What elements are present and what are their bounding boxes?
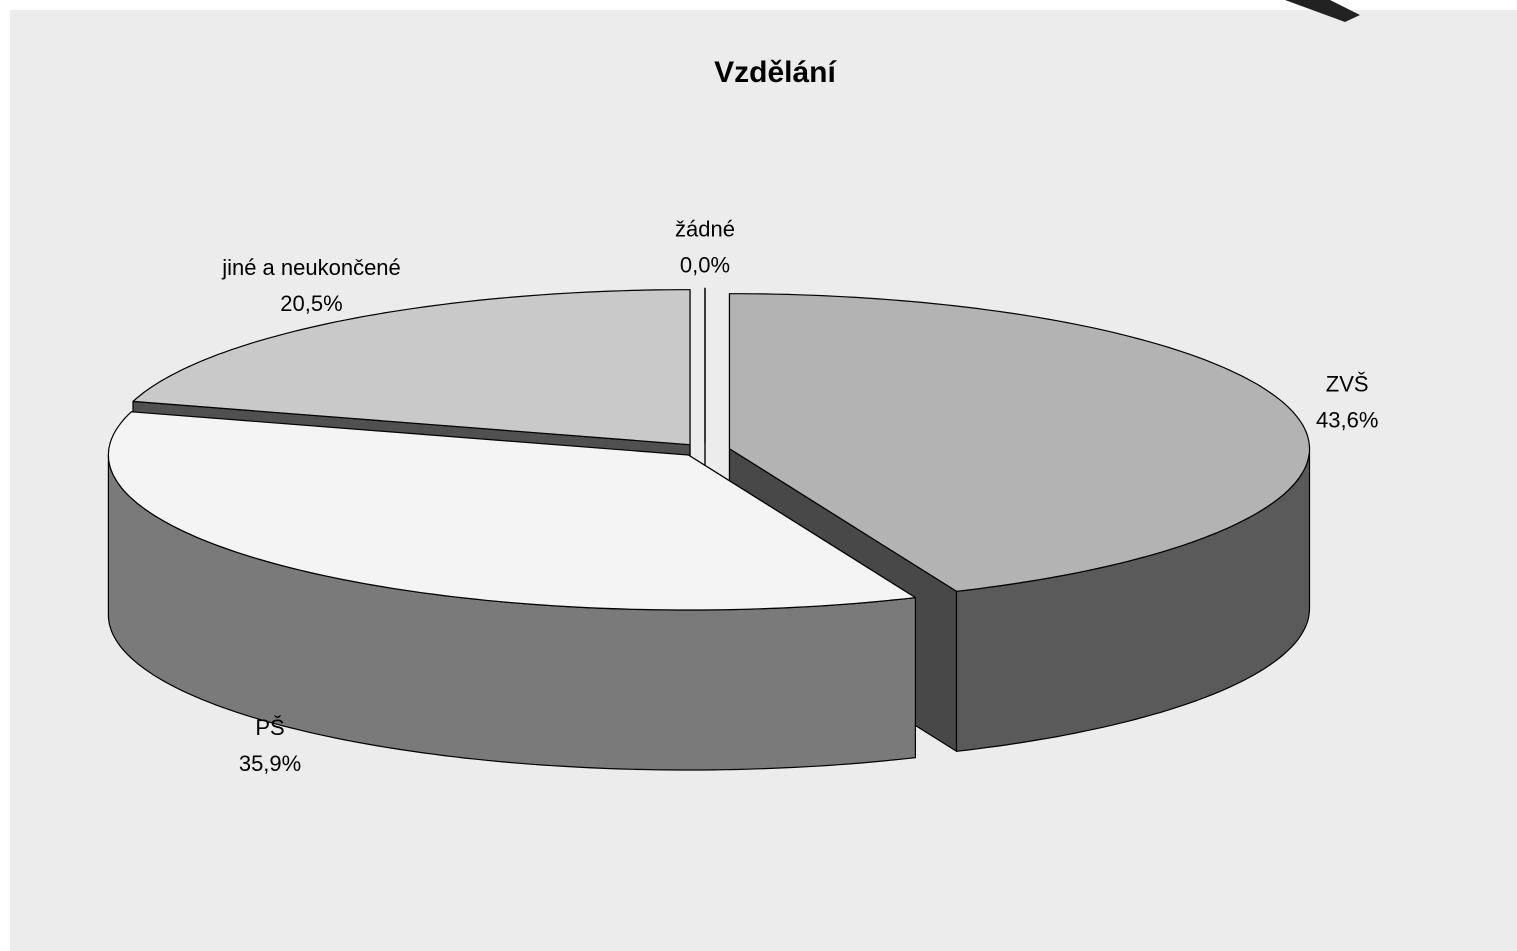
label-value: 0,0% [680, 252, 730, 277]
chart-title: Vzdělání [714, 56, 837, 89]
label-name: ZVŠ [1326, 371, 1369, 396]
labels: ZVŠ 43,6% PŠ 35,9% jiné a neukončené 20,5% žád… [221, 216, 1378, 776]
label-value: 43,6% [1316, 407, 1378, 432]
label-value: 20,5% [280, 291, 342, 316]
label-name: žádné [675, 216, 735, 241]
data-label: jiné a neukončené 20,5% [221, 255, 401, 316]
label-value: 35,9% [239, 751, 301, 776]
data-label: PŠ 35,9% [239, 715, 301, 776]
decoration [1285, 0, 1360, 22]
pie [107, 287, 1311, 771]
label-name: PŠ [255, 715, 284, 740]
data-label: ZVŠ 43,6% [1316, 371, 1378, 432]
slice [107, 411, 916, 611]
data-label: žádné 0,0% [675, 216, 735, 277]
label-name: jiné a neukončené [221, 255, 401, 280]
slice [728, 293, 1311, 592]
slice [132, 289, 691, 446]
